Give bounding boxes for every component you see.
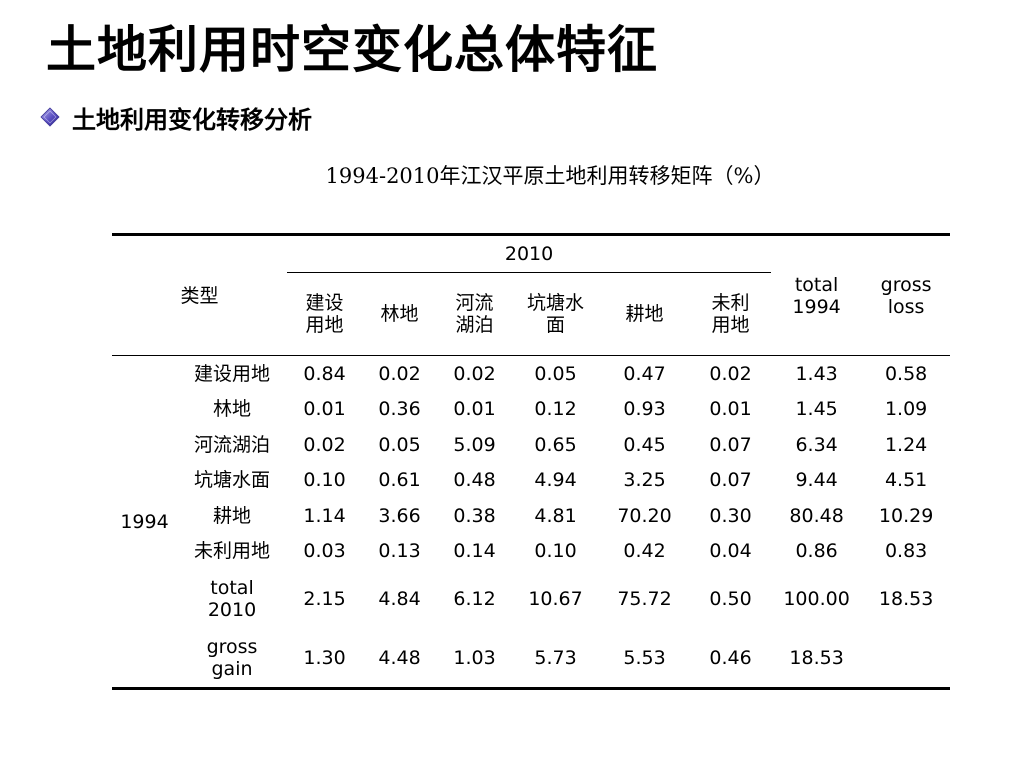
table-cell: 0.46 [690, 628, 772, 690]
table-cell: 0.58 [884, 362, 928, 385]
row-label: 坑塘水面 [194, 469, 271, 492]
group-header-2010: 2010 [287, 233, 772, 273]
table-cell: 80.48 [789, 504, 844, 527]
table-cell: 0.02 [453, 362, 496, 385]
table-cell: 0.10 [534, 540, 577, 563]
total-1994-header: total 1994 [771, 233, 863, 356]
table-cell: 6.34 [795, 433, 838, 456]
table-cell: 2.15 [303, 587, 346, 610]
table-cell: 0.45 [623, 433, 666, 456]
table-cell: 6.12 [453, 587, 496, 610]
table-row: 未利用地 0.03 0.13 0.14 0.10 0.42 0.04 0.86 0.83 [112, 534, 950, 570]
table-cell: 0.47 [623, 362, 666, 385]
table-cell: 0.01 [453, 398, 496, 421]
table-cell: 5.73 [512, 628, 600, 690]
table-cell: 1.24 [884, 433, 928, 456]
gross-loss-header: gross loss [862, 233, 951, 356]
table-cell: 0.03 [303, 540, 346, 563]
table-cell: 0.14 [453, 540, 496, 563]
table-cell: 4.48 [362, 628, 438, 690]
table-row: total 2010 2.15 4.84 6.12 10.67 75.72 0.50 100.… [112, 569, 950, 628]
diamond-bullet-icon [40, 107, 60, 127]
table-cell: 1.14 [303, 504, 346, 527]
table-cell: 0.48 [453, 469, 496, 492]
table-cell: 3.66 [378, 504, 421, 527]
table-cell: 0.02 [709, 362, 752, 385]
row-label: total 2010 [207, 576, 257, 621]
column-header: 建设 用地 [287, 272, 363, 356]
table-cell: 1.09 [884, 398, 928, 421]
table-cell: 0.61 [378, 469, 421, 492]
table-cell: 18.53 [878, 587, 934, 610]
table-cell: 4.81 [534, 504, 577, 527]
row-label: 建设用地 [194, 362, 271, 385]
type-header: 类型 [112, 233, 288, 356]
table-cell: 0.01 [303, 398, 346, 421]
table-cell: 1.03 [437, 628, 513, 690]
bullet-text: 土地利用变化转移分析 [72, 105, 312, 134]
table-cell: 0.30 [709, 504, 752, 527]
table-cell: 0.38 [453, 504, 496, 527]
table-row: 坑塘水面 0.10 0.61 0.48 4.94 3.25 0.07 9.44 4.51 [112, 463, 950, 499]
table-cell: 0.86 [795, 540, 838, 563]
table-cell: 0.13 [378, 540, 421, 563]
table-row: 河流湖泊 0.02 0.05 5.09 0.65 0.45 0.07 6.34 1.24 [112, 427, 950, 463]
table-cell: 0.93 [623, 398, 666, 421]
table-cell: 0.36 [378, 398, 421, 421]
table-cell: 4.84 [378, 587, 421, 610]
table-cell: 0.10 [303, 469, 346, 492]
table-cell: 0.83 [884, 540, 928, 563]
table-cell: 0.84 [303, 362, 346, 385]
table-cell: 0.05 [378, 433, 421, 456]
table-cell: 3.25 [623, 469, 666, 492]
column-header: 未利 用地 [690, 272, 772, 356]
table-cell: 0.65 [534, 433, 577, 456]
table-row: 林地 0.01 0.36 0.01 0.12 0.93 0.01 1.45 1.09 [112, 392, 950, 428]
table-cell: 9.44 [795, 469, 838, 492]
slide-title: 土地利用时空变化总体特征 [46, 21, 658, 79]
row-label: gross gain [177, 628, 288, 690]
table-cell [862, 628, 951, 690]
table-cell: 4.51 [884, 469, 928, 492]
row-label: 耕地 [213, 504, 252, 527]
table-cell: 18.53 [771, 628, 863, 690]
column-header: 坑塘水 面 [512, 272, 600, 356]
table-cell: 0.02 [378, 362, 421, 385]
table-cell: 75.72 [617, 587, 672, 610]
table-cell: 0.01 [709, 398, 752, 421]
table-cell: 0.07 [709, 433, 752, 456]
column-header: 耕地 [599, 272, 691, 356]
table-cell: 0.07 [709, 469, 752, 492]
table-cell: 70.20 [617, 504, 672, 527]
table-caption: 1994-2010年江汉平原土地利用转移矩阵（%） [325, 164, 775, 188]
table-cell: 100.00 [783, 587, 850, 610]
table-cell: 5.09 [453, 433, 496, 456]
table-cell: 0.02 [303, 433, 346, 456]
table-cell: 0.42 [623, 540, 666, 563]
column-header: 林地 [362, 272, 438, 356]
column-header: 河流 湖泊 [437, 272, 513, 356]
table-cell: 1.45 [795, 398, 838, 421]
table-cell: 10.67 [528, 587, 583, 610]
row-group-1994: 1994 [112, 355, 177, 690]
table-cell: 5.53 [599, 628, 691, 690]
row-label: 河流湖泊 [194, 433, 271, 456]
transfer-matrix-table: 类型 2010 total 1994 gross loss 建设 用地 林地 河流 … [112, 233, 951, 690]
table-cell: 0.05 [534, 362, 577, 385]
table-row: gross gain 1.30 4.48 1.03 5.73 5.53 0.46 18.53 [112, 628, 951, 690]
table-row: 1994 建设用地 0.84 0.02 0.02 0.05 0.47 0.02 1.43 0.58 [112, 355, 950, 690]
table-cell: 0.12 [534, 398, 577, 421]
table-cell: 0.50 [709, 587, 752, 610]
table-cell: 1.30 [287, 628, 363, 690]
row-label: 林地 [213, 398, 252, 421]
table-cell: 10.29 [878, 504, 934, 527]
row-label: 未利用地 [194, 540, 271, 563]
table-cell: 1.43 [795, 362, 838, 385]
table-row: 耕地 1.14 3.66 0.38 4.81 70.20 0.30 80.48 10.29 [112, 498, 950, 534]
table-cell: 4.94 [534, 469, 577, 492]
bullet-item: 土地利用变化转移分析 [40, 100, 312, 134]
table-cell: 0.04 [709, 540, 752, 563]
